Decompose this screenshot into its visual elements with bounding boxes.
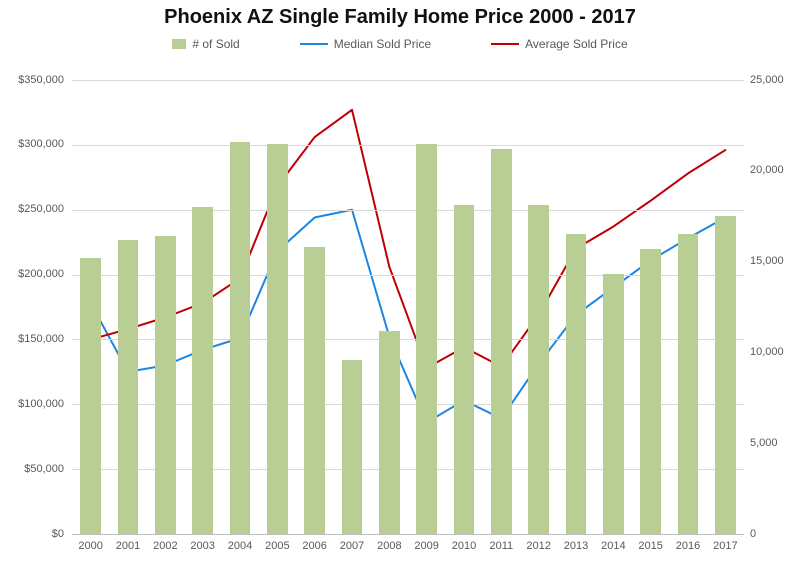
bar <box>267 144 288 534</box>
x-tick-label: 2000 <box>78 540 102 552</box>
x-tick-label: 2009 <box>414 540 438 552</box>
x-tick-label: 2015 <box>638 540 662 552</box>
bar <box>230 142 251 534</box>
bar <box>640 249 661 534</box>
y-left-tick-label: $200,000 <box>0 268 64 280</box>
legend-label: # of Sold <box>192 37 239 51</box>
x-tick-label: 2004 <box>228 540 252 552</box>
x-tick-label: 2012 <box>526 540 550 552</box>
gridline <box>72 80 744 81</box>
legend-swatch <box>300 43 328 45</box>
y-left-tick-label: $250,000 <box>0 203 64 215</box>
legend-item-avg: Average Sold Price <box>491 37 628 51</box>
bar <box>678 234 699 534</box>
bar <box>528 205 549 534</box>
x-tick-label: 2005 <box>265 540 289 552</box>
bar <box>304 247 325 534</box>
x-tick-label: 2007 <box>340 540 364 552</box>
y-right-tick-label: 20,000 <box>750 164 784 176</box>
bar <box>192 207 213 534</box>
y-left-tick-label: $300,000 <box>0 138 64 150</box>
x-tick-label: 2008 <box>377 540 401 552</box>
legend-item-bars: # of Sold <box>172 37 239 51</box>
y-left-tick-label: $100,000 <box>0 398 64 410</box>
x-tick-label: 2013 <box>564 540 588 552</box>
line-median <box>91 210 726 423</box>
y-right-tick-label: 25,000 <box>750 74 784 86</box>
y-left-tick-label: $50,000 <box>0 463 64 475</box>
line-avg <box>91 110 726 368</box>
x-tick-label: 2016 <box>676 540 700 552</box>
legend: # of Sold Median Sold Price Average Sold P… <box>0 37 800 51</box>
legend-item-median: Median Sold Price <box>300 37 431 51</box>
y-left-tick-label: $150,000 <box>0 333 64 345</box>
gridline <box>72 145 744 146</box>
gridline <box>72 210 744 211</box>
bar <box>342 360 363 534</box>
y-left-tick-label: $350,000 <box>0 74 64 86</box>
chart-title: Phoenix AZ Single Family Home Price 2000… <box>0 6 800 29</box>
bar <box>715 216 736 534</box>
x-tick-label: 2011 <box>490 540 514 552</box>
x-tick-label: 2017 <box>713 540 737 552</box>
y-right-tick-label: 5,000 <box>750 437 778 449</box>
x-tick-label: 2003 <box>190 540 214 552</box>
x-tick-label: 2014 <box>601 540 625 552</box>
x-axis-baseline <box>72 534 744 535</box>
x-tick-label: 2006 <box>302 540 326 552</box>
x-tick-label: 2010 <box>452 540 476 552</box>
y-right-tick-label: 15,000 <box>750 255 784 267</box>
bar <box>566 234 587 534</box>
bar <box>603 274 624 534</box>
bar <box>491 149 512 534</box>
y-right-tick-label: 10,000 <box>750 346 784 358</box>
bar <box>80 258 101 534</box>
bar <box>118 240 139 534</box>
y-right-tick-label: 0 <box>750 528 756 540</box>
x-tick-label: 2001 <box>116 540 140 552</box>
bar <box>379 331 400 534</box>
bar <box>454 205 475 534</box>
legend-label: Average Sold Price <box>525 37 628 51</box>
y-left-tick-label: $0 <box>0 528 64 540</box>
legend-label: Median Sold Price <box>334 37 431 51</box>
legend-swatch <box>172 39 186 49</box>
legend-swatch <box>491 43 519 45</box>
plot-area <box>72 80 744 534</box>
x-tick-label: 2002 <box>153 540 177 552</box>
bar <box>416 144 437 534</box>
bar <box>155 236 176 534</box>
chart-container: Phoenix AZ Single Family Home Price 2000… <box>0 0 800 564</box>
